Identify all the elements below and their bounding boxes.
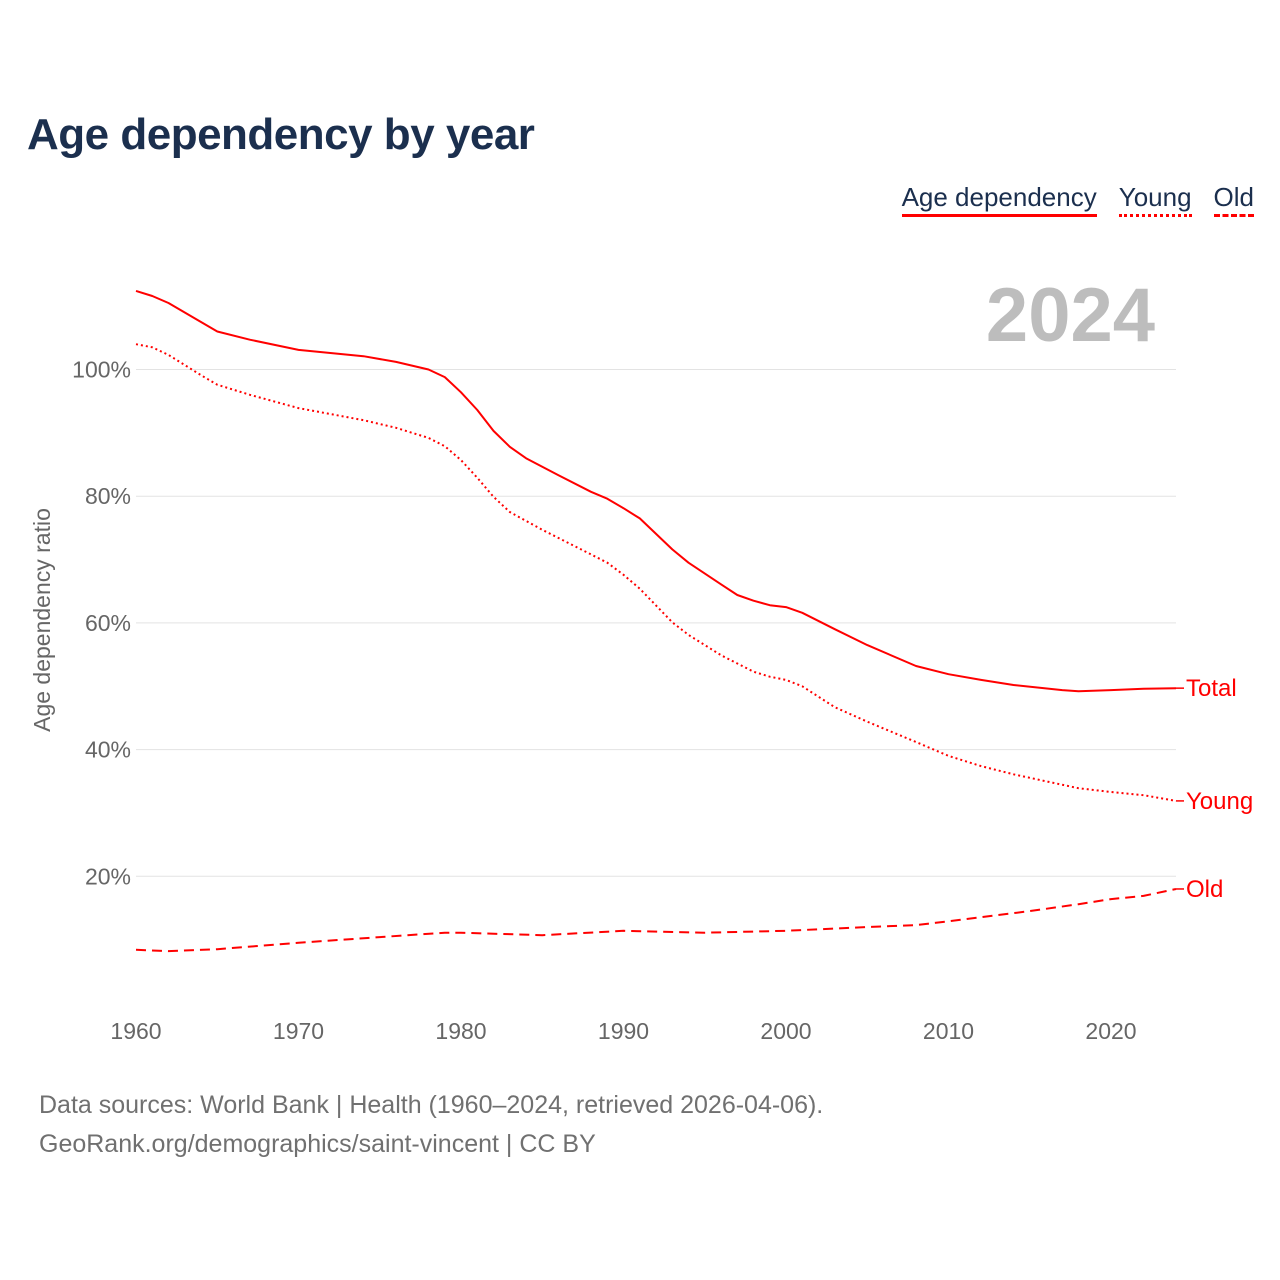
footer: Data sources: World Bank | Health (1960–… (39, 1086, 823, 1164)
y-tick-label: 80% (85, 483, 131, 509)
series-end-label-young: Young (1186, 788, 1253, 815)
legend-item-total[interactable]: Age dependency (901, 182, 1097, 217)
y-tick-label: 60% (85, 610, 131, 636)
x-tick-label: 1960 (110, 1018, 161, 1044)
x-tick-label: 1970 (273, 1018, 324, 1044)
footer-sources: Data sources: World Bank | Health (1960–… (39, 1091, 824, 1119)
y-tick-label: 20% (85, 863, 131, 889)
series-end-label-total: Total (1186, 675, 1237, 702)
series-end-label-old: Old (1186, 876, 1223, 903)
y-tick-label: 100% (72, 357, 131, 383)
y-axis-label: Age dependency ratio (29, 508, 55, 732)
series-line-old (135, 888, 1177, 953)
chart-title: Age dependency by year (27, 110, 535, 159)
y-tick-label: 40% (85, 737, 131, 763)
legend: Age dependency Young Old (901, 182, 1254, 217)
x-tick-label: 1990 (598, 1018, 649, 1044)
legend-item-young[interactable]: Young (1118, 182, 1192, 217)
series-line-young (135, 343, 1177, 802)
footer-attribution[interactable]: GeoRank.org/demographics/saint-vincent |… (39, 1130, 596, 1158)
x-tick-label: 2010 (923, 1018, 974, 1044)
legend-item-old[interactable]: Old (1213, 182, 1254, 217)
year-label: 2024 (986, 273, 1155, 358)
x-tick-label: 1980 (435, 1018, 486, 1044)
x-tick-label: 2020 (1085, 1018, 1136, 1044)
x-tick-label: 2000 (760, 1018, 811, 1044)
series-line-total (135, 289, 1177, 693)
